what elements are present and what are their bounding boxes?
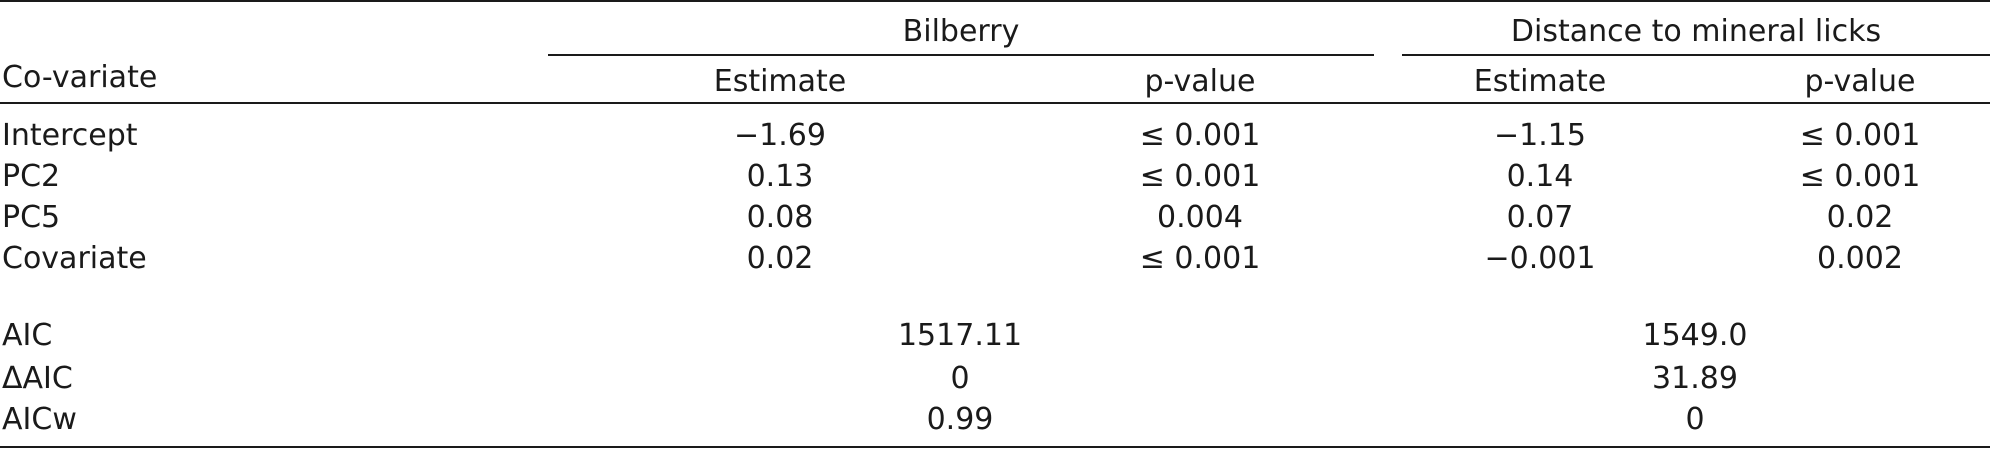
row-label: Covariate	[2, 241, 147, 276]
col-header-pvalue-distance: p-value	[1804, 64, 1916, 99]
row-label: AICw	[2, 402, 77, 437]
cell-estimate: 0.02	[746, 241, 814, 276]
row-label: Intercept	[2, 118, 138, 153]
row-label: PC5	[2, 200, 61, 235]
col-header-pvalue-bilberry: p-value	[1144, 64, 1256, 99]
group-rule-distance	[1402, 54, 1990, 56]
cell-model-distance: 0	[1685, 402, 1705, 437]
cell-estimate: 0.08	[746, 200, 814, 235]
cell-pvalue: ≤ 0.001	[1799, 159, 1921, 194]
cell-pvalue: ≤ 0.001	[1139, 241, 1261, 276]
col-header-estimate-bilberry: Estimate	[713, 64, 847, 99]
cell-estimate: 0.14	[1506, 159, 1574, 194]
cell-estimate: 0.07	[1506, 200, 1574, 235]
header-rule	[0, 102, 1990, 104]
col-header-estimate-distance: Estimate	[1473, 64, 1607, 99]
cell-model-bilberry: 0.99	[926, 402, 994, 437]
cell-model-distance: 31.89	[1652, 361, 1738, 396]
row-label: AIC	[2, 318, 53, 353]
cell-model-bilberry: 0	[950, 361, 970, 396]
cell-estimate: −1.69	[734, 118, 826, 153]
group-header-bilberry: Bilberry	[902, 14, 1020, 49]
group-rule-bilberry	[548, 54, 1374, 56]
cell-pvalue: ≤ 0.001	[1799, 118, 1921, 153]
cell-pvalue: ≤ 0.001	[1139, 118, 1261, 153]
row-label: PC2	[2, 159, 61, 194]
cell-estimate: −1.15	[1494, 118, 1586, 153]
cell-estimate: 0.13	[746, 159, 814, 194]
cell-estimate: −0.001	[1484, 241, 1596, 276]
cell-pvalue: 0.02	[1826, 200, 1894, 235]
row-label: ΔAIC	[2, 361, 73, 396]
stub-header: Co-variate	[2, 60, 158, 95]
top-rule	[0, 0, 1990, 2]
cell-model-distance: 1549.0	[1642, 318, 1748, 353]
cell-pvalue: 0.002	[1817, 241, 1903, 276]
group-header-distance: Distance to mineral licks	[1510, 14, 1882, 49]
cell-pvalue: ≤ 0.001	[1139, 159, 1261, 194]
cell-model-bilberry: 1517.11	[897, 318, 1023, 353]
cell-pvalue: 0.004	[1157, 200, 1243, 235]
bottom-rule	[0, 446, 1990, 448]
